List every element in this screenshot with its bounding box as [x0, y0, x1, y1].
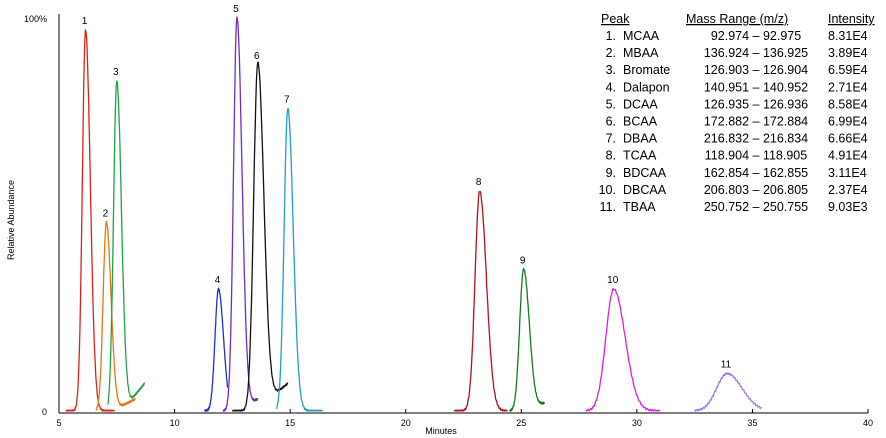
- peak-trace-1: [65, 29, 116, 412]
- legend-intensity: 6.59E4: [828, 63, 868, 77]
- legend-peak-number: 7.: [606, 132, 616, 146]
- x-axis-title: Minutes: [425, 426, 457, 436]
- legend-intensity: 2.37E4: [828, 183, 868, 197]
- peak-label-8: 8: [476, 177, 482, 188]
- peak-trace-8: [453, 190, 508, 412]
- legend-mass-range: 136.924 – 136.925: [704, 46, 808, 60]
- legend-peak-number: 10.: [599, 183, 616, 197]
- legend-analyte-name: MCAA: [623, 29, 660, 43]
- legend-header-intensity: Intensity: [828, 12, 875, 26]
- peak-label-6: 6: [254, 51, 260, 62]
- legend-intensity: 8.58E4: [828, 97, 868, 111]
- legend-analyte-name: TBAA: [623, 200, 656, 214]
- peak-label-11: 11: [721, 360, 732, 371]
- peak-label-5: 5: [233, 4, 239, 15]
- peak-trace-5: [222, 16, 259, 412]
- peak-label-4: 4: [215, 275, 221, 286]
- legend-header-peak: Peak: [601, 12, 630, 26]
- axes: 100% 0 Relative Abundance Minutes 5 10 15 2…: [6, 14, 873, 436]
- legend-peak-number: 2.: [606, 46, 616, 60]
- legend-peak-number: 5.: [606, 97, 616, 111]
- peak-trace-7: [275, 107, 324, 412]
- x-tick-label: 5: [56, 418, 61, 428]
- peak-trace-10: [585, 287, 661, 412]
- peak-trace-6: [231, 61, 289, 412]
- peak-label-3: 3: [113, 67, 119, 78]
- legend-mass-range: 126.903 – 126.904: [704, 63, 808, 77]
- legend-analyte-name: BCAA: [623, 115, 658, 129]
- legend-intensity: 6.66E4: [828, 132, 868, 146]
- legend-mass-range: 126.935 – 126.936: [704, 97, 808, 111]
- legend-intensity: 3.89E4: [828, 46, 868, 60]
- legend-mass-range: 216.832 – 216.834: [704, 132, 808, 146]
- legend-intensity: 6.99E4: [828, 115, 868, 129]
- legend-analyte-name: DCAA: [623, 97, 658, 111]
- y-tick-label-top: 100%: [24, 14, 47, 24]
- legend-intensity: 2.71E4: [828, 80, 868, 94]
- x-tick-label: 30: [632, 418, 642, 428]
- x-tick-label: 20: [401, 418, 411, 428]
- legend-table: Peak Mass Range (m/z) Intensity 1. MCAA 92…: [599, 12, 876, 214]
- legend-analyte-name: Bromate: [623, 63, 670, 77]
- legend-mass-range: 118.904 – 118.905: [705, 149, 807, 163]
- peak-trace-9: [509, 267, 545, 412]
- legend-analyte-name: BDCAA: [623, 166, 667, 180]
- x-tick-label: 35: [747, 418, 757, 428]
- legend-peak-number: 8.: [606, 149, 616, 163]
- peak-label-9: 9: [520, 256, 526, 267]
- legend-mass-range: 92.974 – 92.975: [711, 29, 801, 43]
- peak-trace-3: [107, 80, 146, 405]
- y-axis-title: Relative Abundance: [6, 180, 16, 260]
- legend-analyte-name: TCAA: [623, 149, 657, 163]
- peak-label-10: 10: [607, 275, 619, 286]
- peak-label-2: 2: [103, 208, 109, 219]
- legend-peak-number: 3.: [606, 63, 616, 77]
- legend-rows: 1. MCAA 92.974 – 92.975 8.31E4 2. MBAA 136.924…: [599, 29, 868, 214]
- x-tick-label: 25: [516, 418, 526, 428]
- legend-analyte-name: Dalapon: [623, 80, 670, 94]
- peak-trace-4: [203, 287, 229, 412]
- legend-mass-range: 162.854 – 162.855: [704, 166, 808, 180]
- x-tick-label: 10: [170, 418, 180, 428]
- legend-header-mass: Mass Range (m/z): [686, 12, 788, 26]
- peak-label-1: 1: [82, 16, 88, 27]
- legend-intensity: 4.91E4: [828, 149, 868, 163]
- legend-mass-range: 140.951 – 140.952: [704, 80, 808, 94]
- legend-mass-range: 172.882 – 172.884: [704, 115, 808, 129]
- legend-mass-range: 206.803 – 206.805: [704, 183, 808, 197]
- legend-intensity: 9.03E3: [828, 200, 868, 214]
- x-ticks: 5 10 15 20 25 30 35 40: [56, 409, 873, 428]
- peak-labels: 1 2 3 4 5 6 7 8 9 10 11: [82, 4, 732, 371]
- y-tick-label-zero: 0: [42, 407, 47, 417]
- legend-mass-range: 250.752 – 250.755: [704, 200, 808, 214]
- legend-peak-number: 11.: [600, 200, 616, 214]
- legend-analyte-name: DBAA: [623, 132, 658, 146]
- legend-intensity: 8.31E4: [828, 29, 868, 43]
- legend-peak-number: 1.: [606, 29, 616, 43]
- legend-peak-number: 4.: [606, 80, 616, 94]
- peak-trace-11: [694, 372, 762, 412]
- x-tick-label: 40: [863, 418, 873, 428]
- legend-analyte-name: DBCAA: [623, 183, 667, 197]
- legend-peak-number: 6.: [606, 115, 616, 129]
- peak-label-7: 7: [284, 94, 290, 105]
- legend-intensity: 3.11E4: [828, 166, 867, 180]
- legend-analyte-name: MBAA: [623, 46, 659, 60]
- peak-trace-2: [95, 220, 136, 411]
- chromatogram-traces: [65, 16, 762, 412]
- x-tick-label: 15: [285, 418, 295, 428]
- legend-peak-number: 9.: [606, 166, 616, 180]
